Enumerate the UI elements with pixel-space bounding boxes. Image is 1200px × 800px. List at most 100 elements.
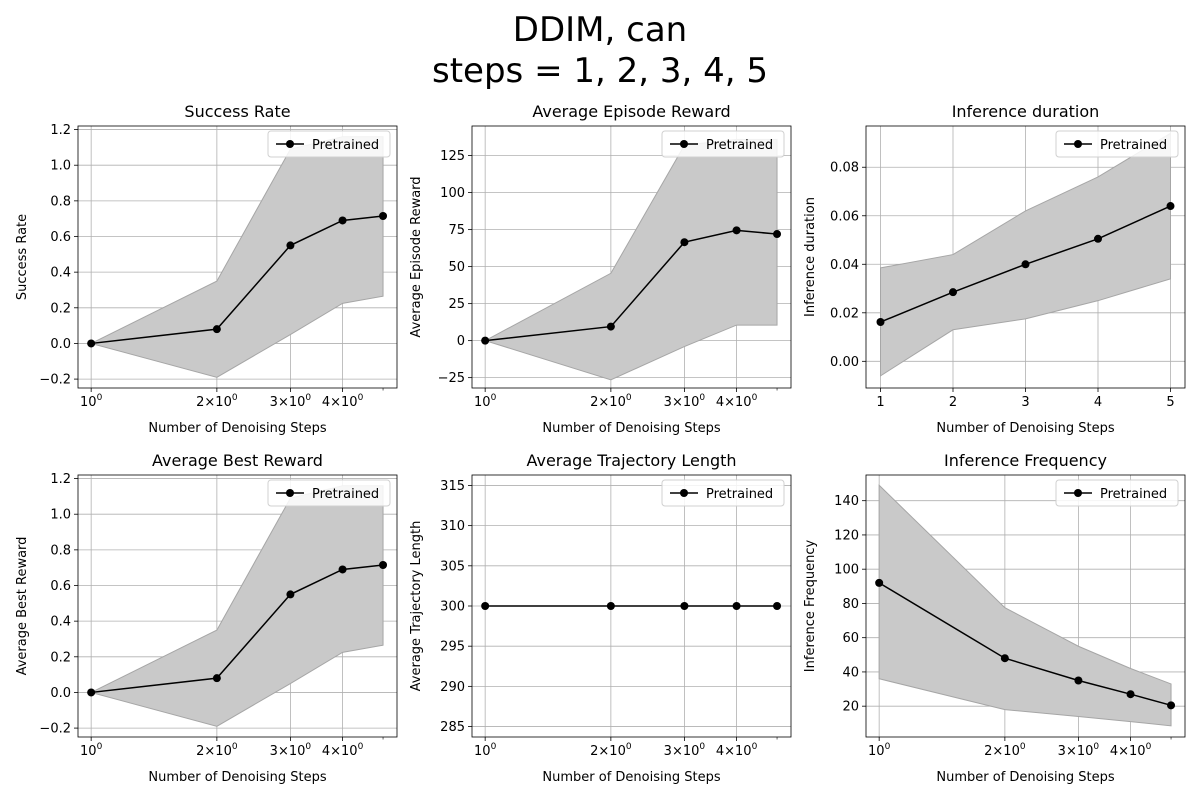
y-tick-label: −0.2 bbox=[39, 373, 71, 388]
y-tick-label: 290 bbox=[440, 680, 465, 695]
x-axis-label: Number of Denoising Steps bbox=[936, 421, 1114, 436]
chart-title: Inference duration bbox=[952, 102, 1100, 121]
data-point bbox=[286, 241, 295, 250]
y-axis-label: Inference Frequency bbox=[803, 540, 818, 673]
data-point bbox=[379, 212, 388, 221]
y-tick-label: 0.02 bbox=[830, 306, 859, 321]
chart-5: 100 2×100 3×100 4×100 285 290 295 300 305 310 315 A… bbox=[409, 451, 792, 785]
y-tick-label: 50 bbox=[448, 260, 465, 275]
y-tick-label: 0.4 bbox=[50, 266, 71, 281]
data-point bbox=[1074, 676, 1083, 685]
x-tick-label: 4×100 bbox=[322, 742, 364, 759]
chart-3: 1 2 3 4 5 0.00 0.02 0.04 0.06 0.08 Inference durat… bbox=[803, 102, 1186, 436]
data-point bbox=[732, 602, 741, 610]
figure-title-line-1: DDIM, can bbox=[512, 10, 688, 50]
x-tick-label: 4×100 bbox=[716, 393, 758, 410]
y-tick-label: 295 bbox=[440, 640, 465, 655]
data-point bbox=[875, 578, 884, 587]
figure-title: DDIM, can steps = 1, 2, 3, 4, 5 bbox=[0, 10, 1200, 92]
data-point bbox=[732, 226, 741, 235]
y-tick-label: 0 bbox=[457, 334, 465, 349]
x-tick-label: 3×100 bbox=[270, 393, 312, 410]
legend: Pretrained bbox=[267, 479, 391, 507]
y-tick-label: 0.0 bbox=[50, 337, 71, 352]
chart-2: 100 2×100 3×100 4×100 −25 0 25 50 75 100 125 Averag… bbox=[409, 102, 792, 436]
y-tick-label: 305 bbox=[440, 559, 465, 574]
x-tick-label: 4×100 bbox=[1110, 742, 1152, 759]
y-tick-label: 60 bbox=[842, 631, 859, 646]
figure-title-line-2: steps = 1, 2, 3, 4, 5 bbox=[432, 51, 768, 91]
y-tick-label: 0.2 bbox=[50, 650, 71, 665]
x-tick-label: 3×100 bbox=[1058, 742, 1100, 759]
chart-title: Average Trajectory Length bbox=[526, 451, 736, 470]
y-tick-label: 100 bbox=[834, 563, 859, 578]
legend-marker bbox=[1074, 140, 1082, 148]
y-axis-label: Inference duration bbox=[803, 197, 818, 317]
y-tick-label: 100 bbox=[440, 186, 465, 201]
y-tick-label: 285 bbox=[440, 720, 465, 735]
y-tick-label: 1.0 bbox=[50, 508, 71, 523]
x-tick-label: 100 bbox=[80, 742, 103, 759]
y-tick-label: 0.4 bbox=[50, 615, 71, 630]
x-tick-label: 3×100 bbox=[270, 742, 312, 759]
chart-6: 100 2×100 3×100 4×100 20 40 60 80 100 120 140 Infer… bbox=[803, 451, 1186, 785]
data-point bbox=[1021, 260, 1030, 269]
x-axis-label: Number of Denoising Steps bbox=[542, 421, 720, 436]
x-tick-label: 2×100 bbox=[196, 742, 238, 759]
data-point bbox=[481, 602, 490, 610]
y-tick-label: 120 bbox=[834, 528, 859, 543]
x-tick-label: 2 bbox=[949, 395, 957, 410]
y-tick-label: 0.6 bbox=[50, 579, 71, 594]
data-point bbox=[949, 288, 957, 297]
y-tick-label: −0.2 bbox=[39, 722, 71, 737]
legend-marker bbox=[286, 140, 294, 148]
data-point bbox=[680, 602, 689, 610]
chart-title: Success Rate bbox=[184, 102, 290, 121]
legend-box bbox=[267, 130, 391, 158]
confidence-band bbox=[89, 136, 384, 378]
y-tick-label: 1.2 bbox=[50, 123, 71, 138]
y-tick-label: 20 bbox=[842, 700, 859, 715]
data-point bbox=[1166, 202, 1175, 211]
confidence-band bbox=[89, 485, 384, 727]
data-point bbox=[212, 674, 221, 683]
legend-label: Pretrained bbox=[706, 487, 773, 502]
data-point bbox=[876, 318, 885, 327]
y-tick-label: 40 bbox=[842, 665, 859, 680]
data-point bbox=[1000, 654, 1009, 663]
y-axis-label: Success Rate bbox=[15, 214, 30, 300]
axes-frame bbox=[77, 125, 398, 389]
x-tick-label: 3×100 bbox=[664, 742, 706, 759]
y-tick-label: 0.8 bbox=[50, 194, 71, 209]
data-point bbox=[481, 336, 490, 345]
confidence-band bbox=[880, 132, 1171, 377]
axes-frame bbox=[471, 125, 792, 389]
x-tick-label: 4 bbox=[1094, 395, 1102, 410]
data-point bbox=[212, 325, 221, 334]
data-point bbox=[338, 565, 347, 574]
y-tick-label: −25 bbox=[438, 371, 465, 386]
data-point bbox=[338, 216, 347, 225]
legend: Pretrained bbox=[661, 479, 785, 507]
data-point bbox=[379, 561, 388, 570]
y-tick-label: 80 bbox=[842, 597, 859, 612]
x-tick-label: 100 bbox=[80, 393, 103, 410]
data-point bbox=[1094, 234, 1102, 243]
data-point bbox=[1126, 690, 1135, 699]
x-tick-label: 100 bbox=[868, 742, 891, 759]
chart-1: 100 2×100 3×100 4×100 −0.2 0.0 0.2 0.4 0.6 0.8 1.0… bbox=[15, 102, 398, 436]
y-tick-label: 25 bbox=[448, 297, 465, 312]
x-axis-label: Number of Denoising Steps bbox=[936, 770, 1114, 785]
y-axis-label: Average Trajectory Length bbox=[409, 521, 424, 692]
y-tick-label: 140 bbox=[834, 494, 859, 509]
legend-label: Pretrained bbox=[1100, 138, 1167, 153]
y-tick-label: 0.6 bbox=[50, 230, 71, 245]
data-point bbox=[87, 339, 96, 348]
y-tick-label: 315 bbox=[440, 479, 465, 494]
x-tick-label: 2×100 bbox=[196, 393, 238, 410]
x-axis-label: Number of Denoising Steps bbox=[148, 421, 326, 436]
x-axis-label: Number of Denoising Steps bbox=[542, 770, 720, 785]
y-tick-label: 0.00 bbox=[830, 355, 859, 370]
legend-box bbox=[267, 479, 391, 507]
x-tick-label: 4×100 bbox=[322, 393, 364, 410]
